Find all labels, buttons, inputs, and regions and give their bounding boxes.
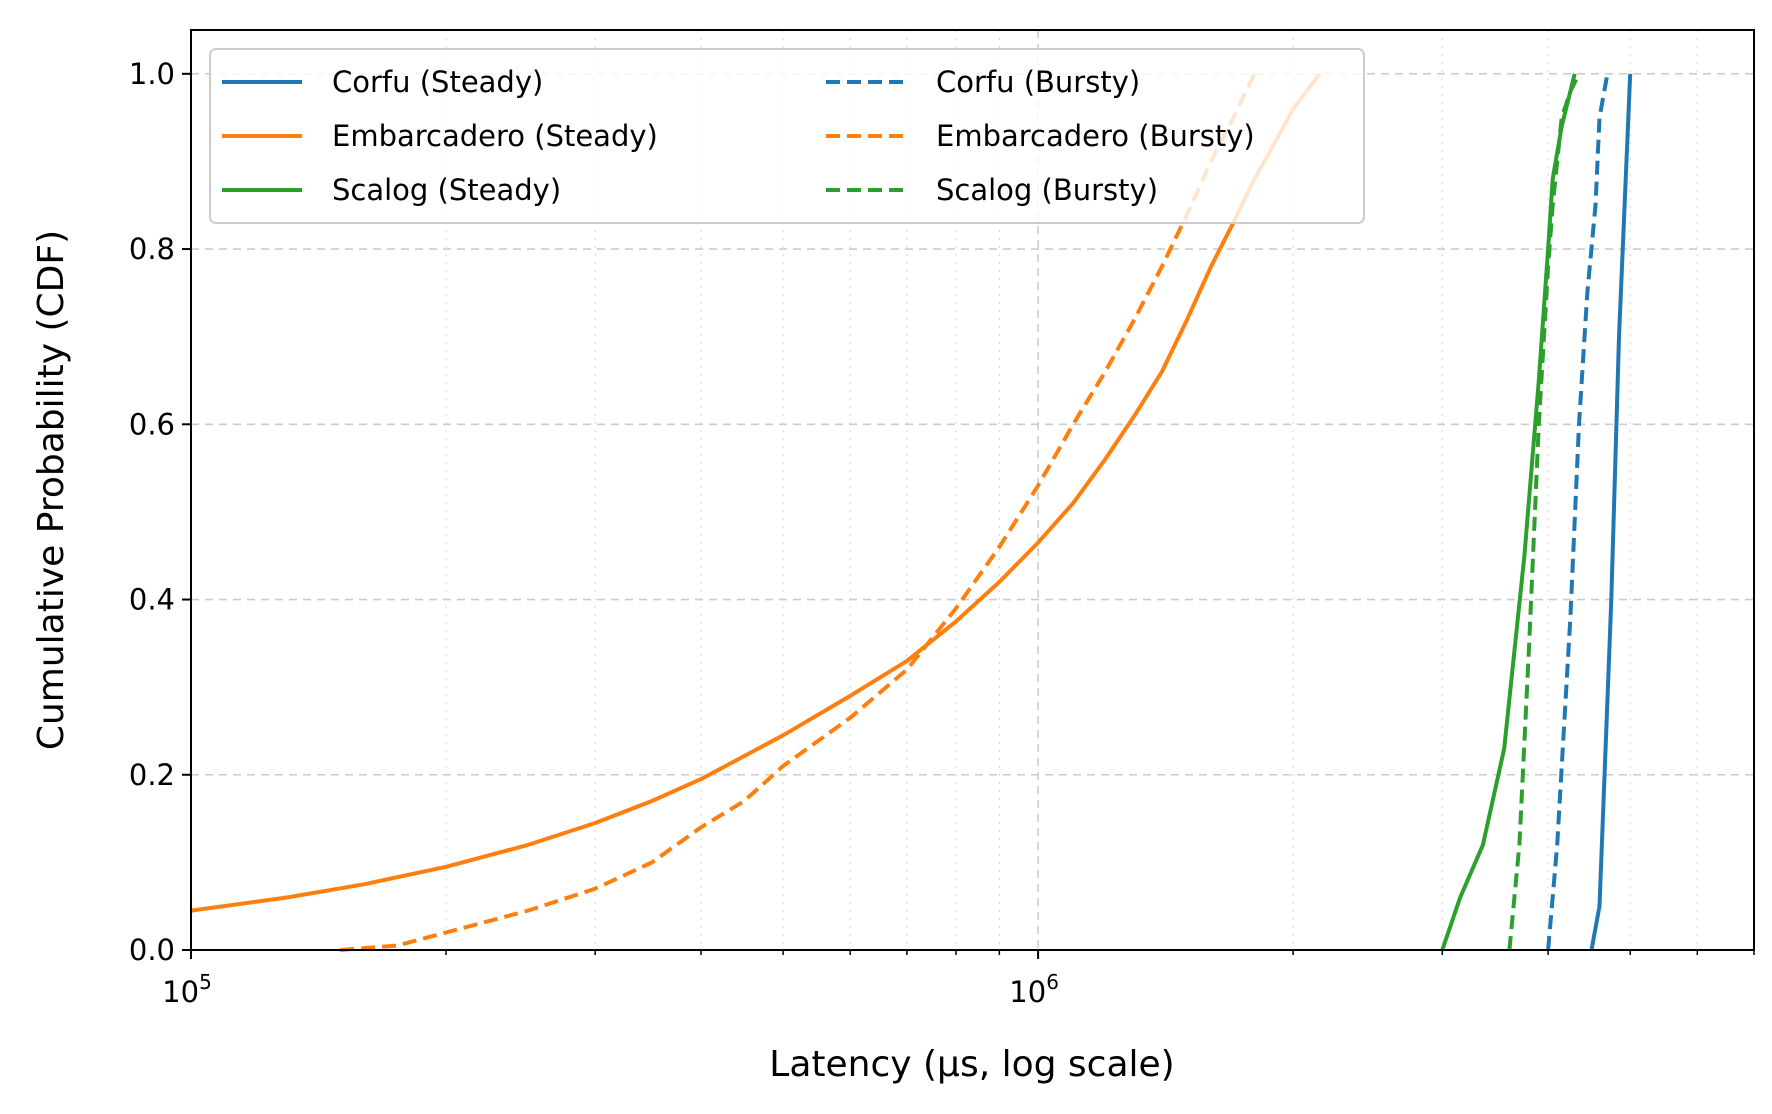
y-tick-label: 0.0 [129,933,175,967]
series-line-3 [1546,73,1610,951]
axis-ticks: 0.0 0.2 0.4 0.6 0.8 1.0 105 106 [129,57,1755,1009]
series-line-2 [1440,73,1577,951]
y-tick-label: 0.2 [129,758,175,792]
legend-label: Corfu (Steady) [332,65,543,99]
y-tick-label: 1.0 [129,57,175,91]
x-tick-label: 105 [162,970,212,1009]
legend-label: Scalog (Steady) [332,173,561,207]
y-axis-title: Cumulative Probability (CDF) [31,230,72,750]
series-line-4 [340,72,1257,952]
series-line-5 [1507,72,1581,951]
y-tick-label: 0.8 [129,232,175,266]
plot-frame [190,29,1755,951]
series-line-0 [1589,73,1633,951]
x-axis-title: Latency (μs, log scale) [769,1044,1174,1085]
x-tick-label: 106 [1009,970,1059,1009]
legend: Corfu (Steady) Embarcadero (Steady) Scalog… [209,48,1365,224]
legend-label: Scalog (Bursty) [936,173,1158,207]
y-tick-label: 0.6 [129,407,175,441]
legend-label: Embarcadero (Bursty) [936,119,1255,153]
legend-box [209,48,1365,224]
legend-label: Corfu (Bursty) [936,65,1140,99]
y-tick-label: 0.4 [129,583,175,617]
legend-label: Embarcadero (Steady) [332,119,658,153]
